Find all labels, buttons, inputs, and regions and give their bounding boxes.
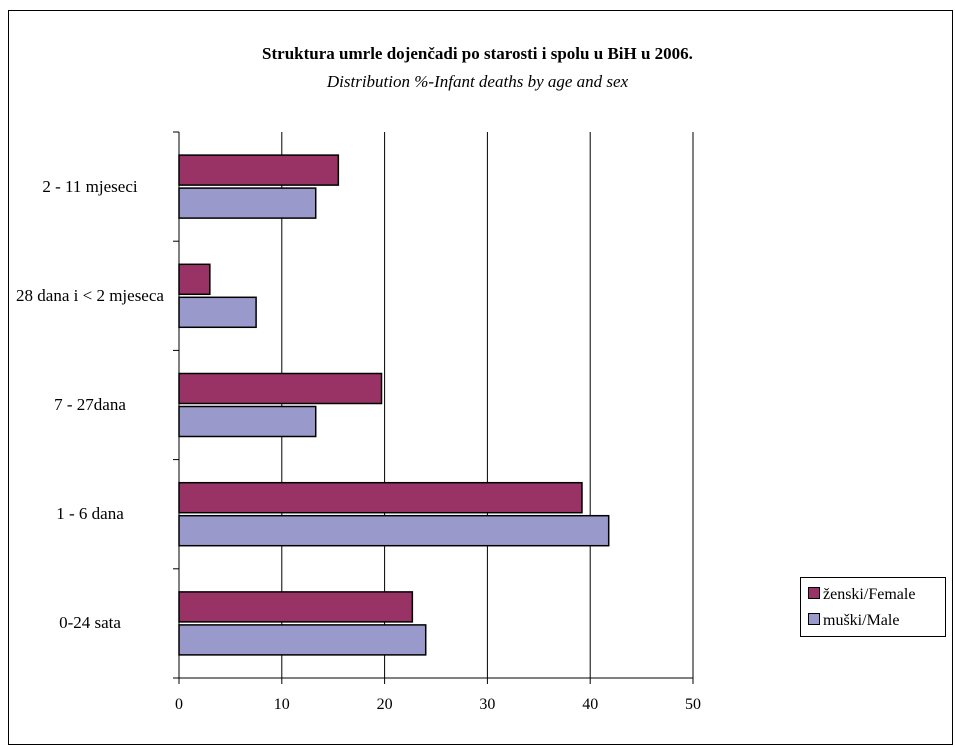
x-tick-label: 0 (175, 696, 183, 713)
category-label: 2 - 11 mjeseci (42, 176, 138, 196)
legend-swatch-male (808, 613, 820, 626)
x-tick-label: 10 (273, 696, 290, 713)
x-tick-label: 40 (582, 696, 599, 713)
category-label: 0-24 sata (59, 613, 121, 633)
bar-female (178, 263, 211, 296)
legend-item-male: muški/Male (808, 611, 899, 631)
category-label: 7 - 27dana (54, 395, 126, 414)
chart-title: Struktura umrle dojenčadi po starosti i … (262, 44, 693, 63)
bar-male (178, 624, 427, 656)
bar-male (178, 514, 610, 547)
legend-swatch-female (808, 587, 820, 600)
bar-female (178, 154, 340, 186)
legend: ženski/Female muški/Male (800, 577, 946, 637)
x-tick-label: 30 (479, 696, 496, 713)
x-tick-label: 50 (685, 696, 701, 713)
bar-female (178, 481, 583, 514)
category-label: 28 dana i < 2 mjeseca (16, 285, 164, 305)
category-label: 1 - 6 dana (56, 504, 124, 524)
bar-male (178, 187, 317, 219)
bar-female (178, 372, 383, 405)
legend-item-female: ženski/Female (808, 585, 915, 605)
bar-male (178, 405, 317, 438)
plot-background (179, 132, 693, 678)
x-tick-label: 20 (376, 696, 393, 713)
chart-subtitle: Distribution %-Infant deaths by age and … (326, 72, 629, 91)
bar-male (178, 296, 257, 329)
bar-female (178, 591, 414, 623)
legend-label-male: muški/Male (823, 612, 900, 629)
legend-label-female: ženski/Female (823, 586, 916, 603)
